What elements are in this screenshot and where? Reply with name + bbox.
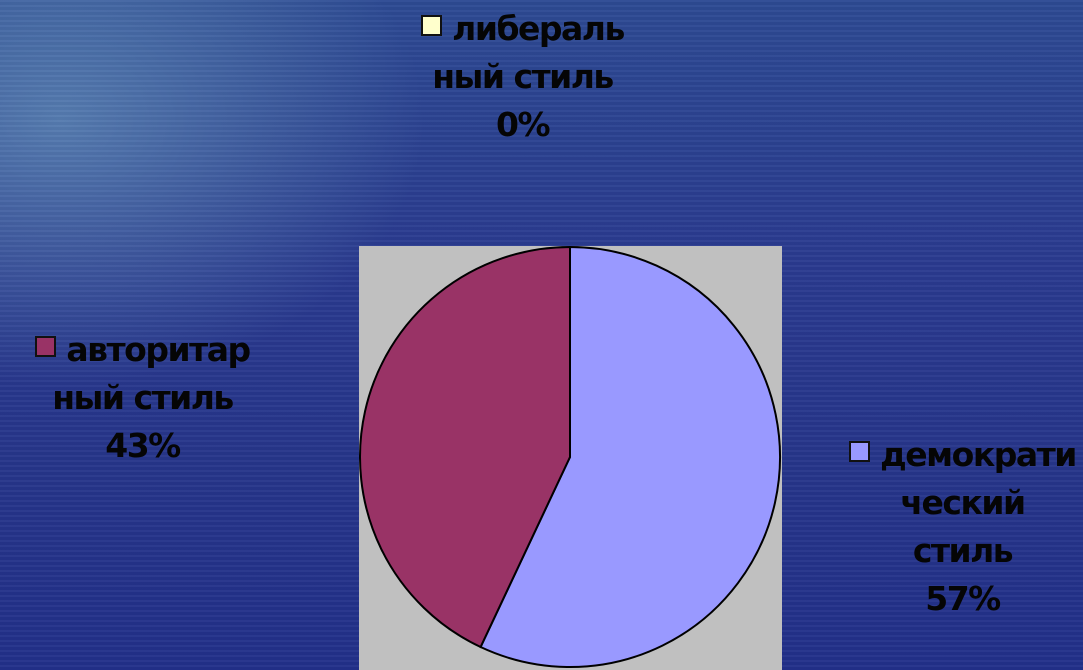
- pie-slice-democratic: [479, 246, 781, 668]
- pie-slice-authoritarian: [359, 246, 571, 649]
- label-liberal-line-1: либераль: [452, 9, 625, 48]
- label-democratic-line-3: стиль: [912, 531, 1014, 570]
- swatch-democratic: [849, 441, 871, 462]
- label-liberal-percent: 0%: [495, 105, 551, 144]
- label-authoritarian: авторитар ный стиль 43%: [10, 326, 275, 470]
- plot-area: [359, 246, 782, 670]
- label-liberal: либераль ный стиль 0%: [400, 5, 645, 149]
- label-liberal-line-2: ный стиль: [432, 57, 614, 96]
- label-authoritarian-line-1: авторитар: [66, 330, 251, 369]
- label-authoritarian-percent: 43%: [105, 426, 181, 465]
- label-democratic-line-1: демократи: [880, 435, 1077, 474]
- swatch-liberal: [421, 15, 443, 36]
- label-democratic: демократи ческий стиль 57%: [842, 431, 1083, 623]
- label-authoritarian-line-2: ный стиль: [52, 378, 234, 417]
- pie-chart: [359, 246, 781, 668]
- swatch-authoritarian: [35, 336, 57, 357]
- label-democratic-line-2: ческий: [900, 483, 1026, 522]
- label-democratic-percent: 57%: [925, 579, 1001, 618]
